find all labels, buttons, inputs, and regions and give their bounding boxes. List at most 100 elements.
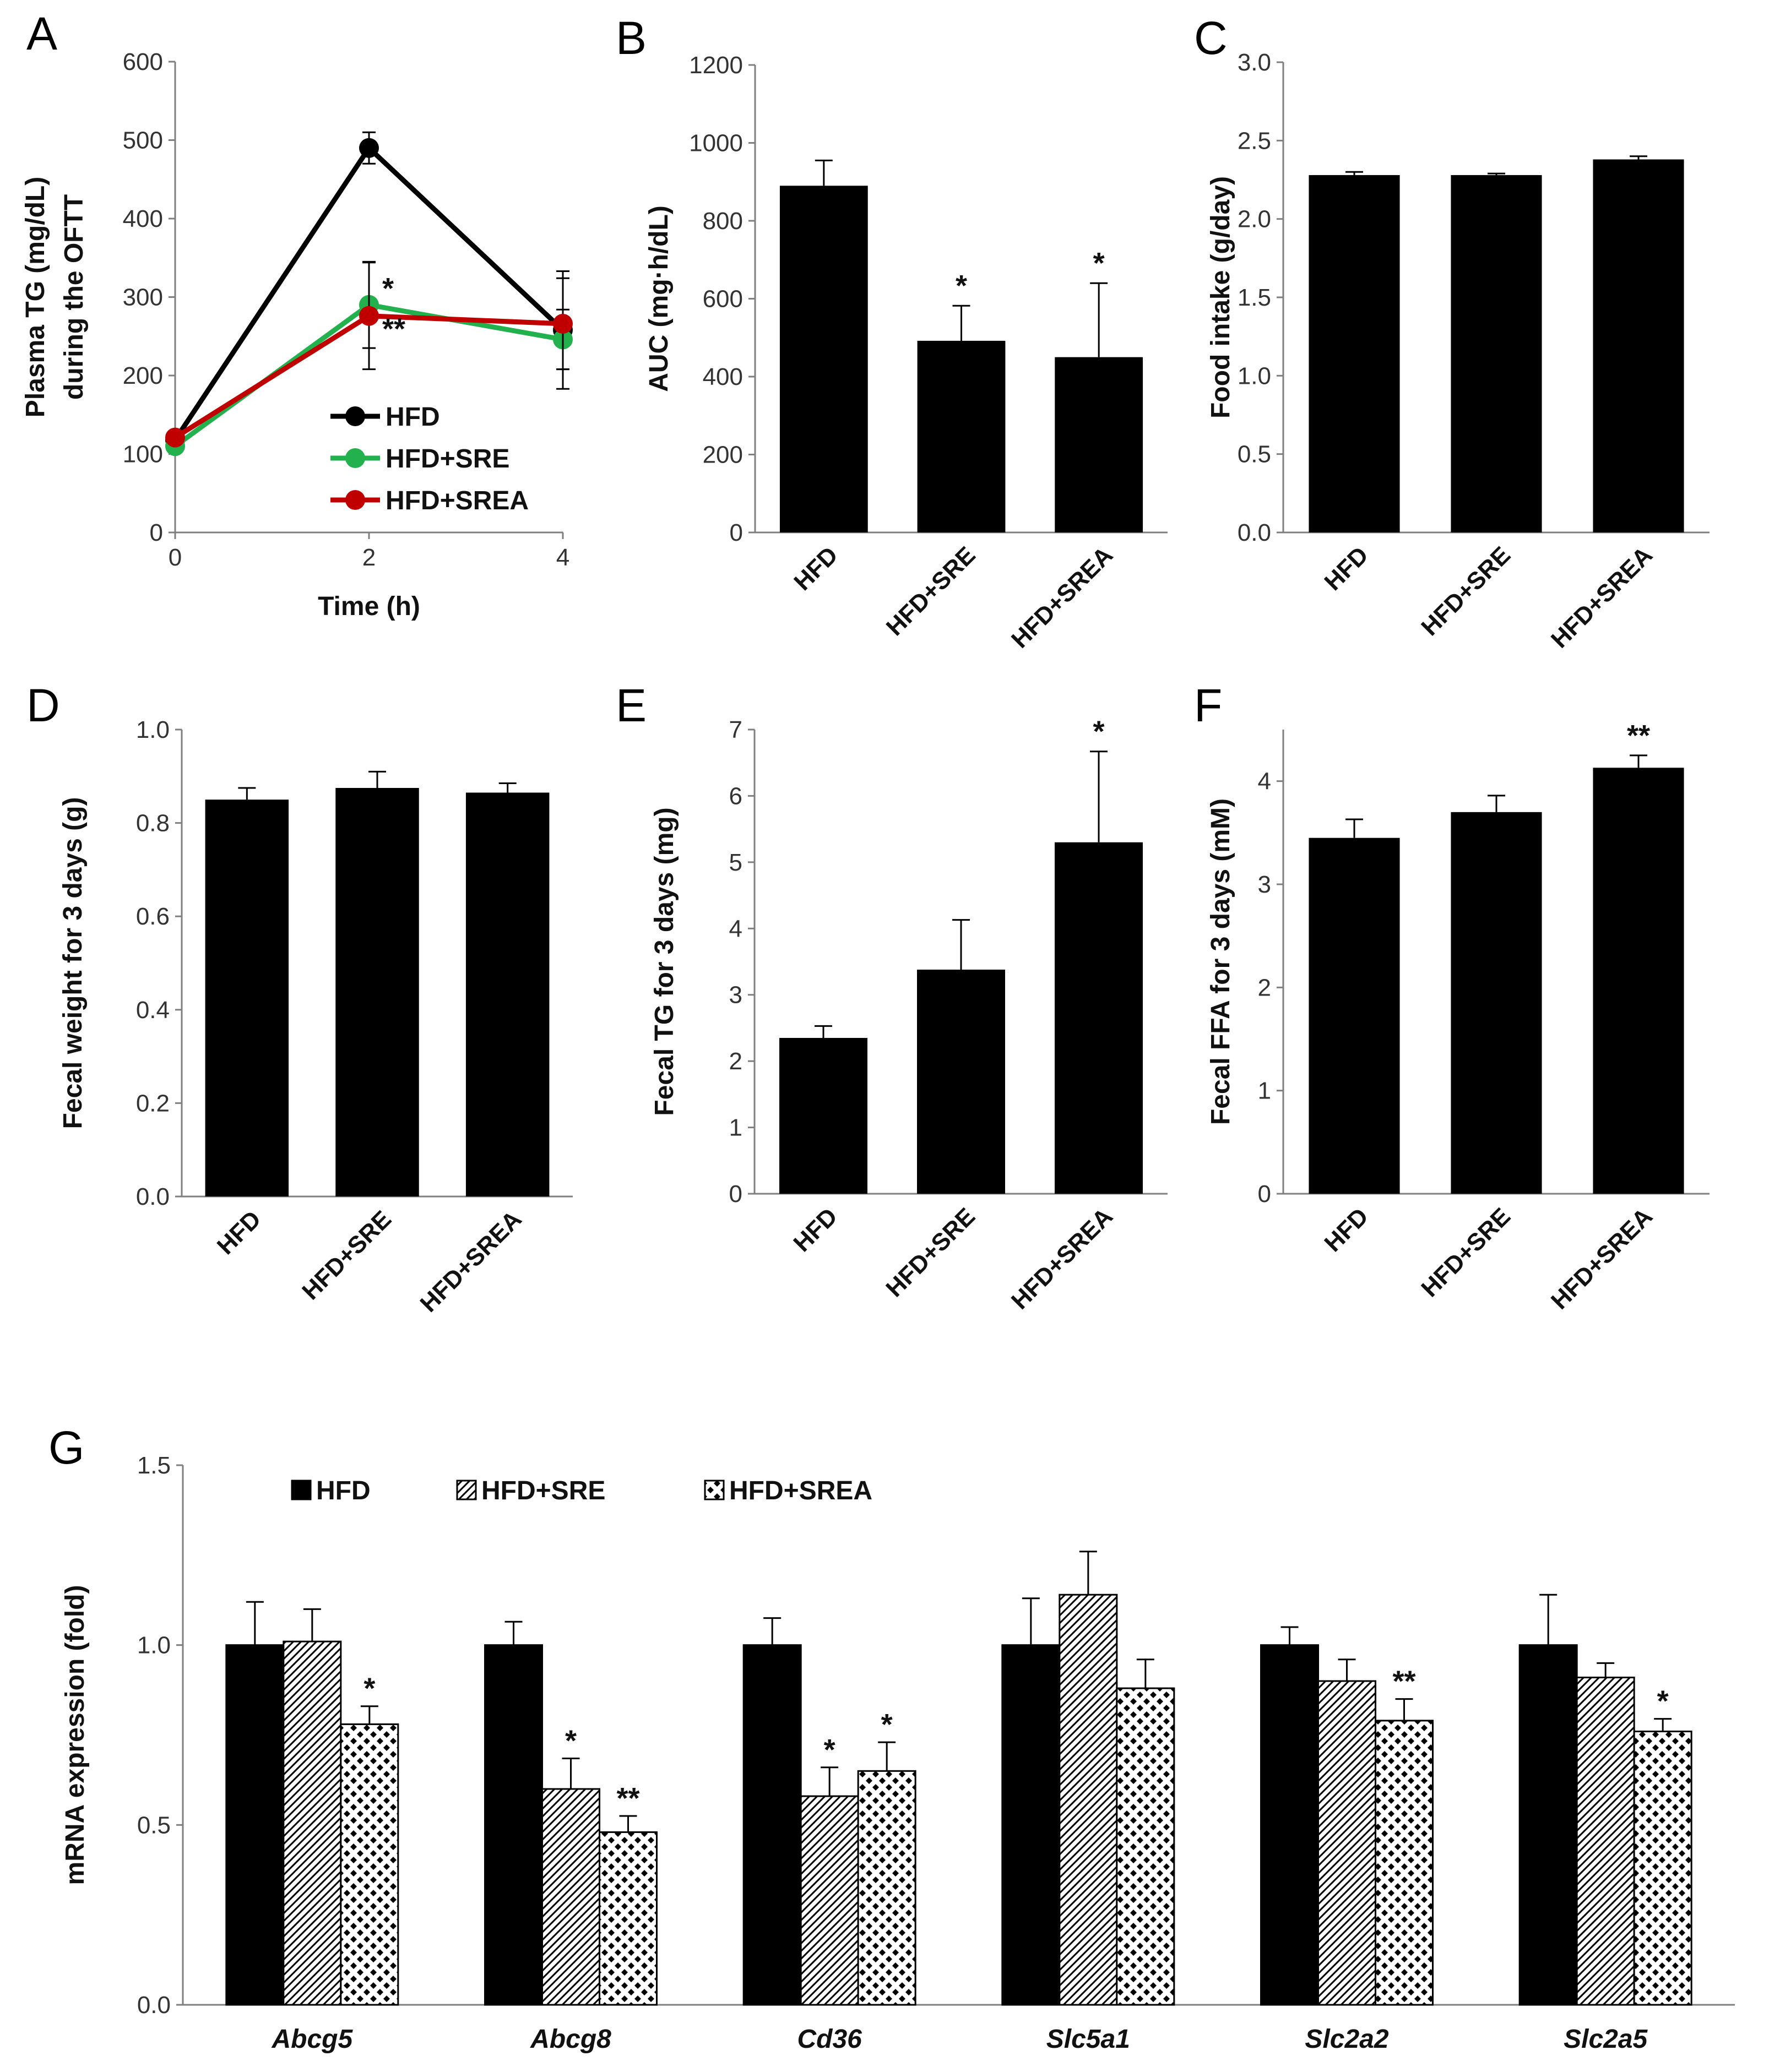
bar-E-HFD+SRE [917, 969, 1005, 1194]
y-tick-label-F: 3 [1258, 871, 1271, 898]
y-tick-label-G: 0.0 [137, 1992, 171, 2019]
x-tick-label-C-HFD+SREA: HFD+SREA [1546, 541, 1658, 653]
bar-G-Slc2a5-HFD [1518, 1644, 1578, 2006]
bar-G-Slc5a1-HFD+SREA [1116, 1687, 1175, 2006]
y-tick-label-B: 600 [703, 286, 743, 313]
y-axis-label-E: Fecal TG for 3 days (mg) [650, 807, 679, 1116]
legend-swatch-G-HFD [291, 1480, 312, 1500]
y-tick-label-B: 0 [730, 519, 743, 546]
legend-marker-A-HFD [345, 406, 365, 426]
significance-B-HFD+SREA: * [1093, 247, 1105, 280]
point-A-HFD+SREA [165, 427, 185, 448]
y-tick-label-A: 600 [123, 48, 163, 75]
y-tick-label-E: 5 [729, 849, 742, 876]
bar-G-Slc2a2-HFD [1260, 1644, 1319, 2006]
x-tick-label-D-HFD: HFD [212, 1205, 267, 1260]
legend-label-G-HFD+SREA: HFD+SREA [729, 1476, 872, 1505]
x-tick-label-G-Abcg8: Abcg8 [530, 2025, 611, 2054]
x-tick-label-B-HFD+SREA: HFD+SREA [1006, 541, 1118, 653]
x-tick-label-F-HFD: HFD [1319, 1203, 1374, 1257]
bar-G-Abcg5-HFD+SRE [283, 1640, 342, 2006]
y-tick-label-E: 0 [729, 1181, 742, 1208]
x-tick-label-E-HFD+SRE: HFD+SRE [881, 1203, 980, 1302]
significance-E-HFD+SREA: * [1093, 715, 1104, 748]
point-A-HFD [359, 138, 379, 158]
y-tick-label-E: 1 [729, 1114, 742, 1141]
x-tick-label-A: 0 [169, 544, 182, 571]
x-tick-label-A: 4 [556, 544, 569, 571]
y-tick-label-D: 0.8 [136, 810, 170, 837]
x-tick-label-G-Slc2a2: Slc2a2 [1305, 2025, 1388, 2054]
bar-E-HFD [779, 1037, 867, 1194]
panel-label-B: B [616, 12, 647, 64]
y-tick-label-B: 800 [703, 208, 743, 235]
y-tick-label-A: 500 [123, 127, 163, 154]
panel-label-C: C [1194, 12, 1228, 64]
y-tick-label-E: 7 [729, 716, 742, 743]
x-tick-label-B-HFD: HFD [789, 541, 843, 596]
significance-G-Abcg5-HFD+SREA: * [363, 1672, 375, 1705]
x-tick-label-D-HFD+SREA: HFD+SREA [415, 1205, 527, 1317]
y-tick-label-D: 0.4 [136, 997, 170, 1024]
panel-label-E: E [616, 679, 647, 731]
y-axis-label-C: Food intake (g/day) [1206, 176, 1235, 418]
x-tick-label-G-Slc5a1: Slc5a1 [1046, 2025, 1130, 2054]
x-tick-label-F-HFD+SRE: HFD+SRE [1416, 1203, 1516, 1302]
x-tick-label-C-HFD: HFD [1319, 541, 1374, 596]
bar-G-Abcg8-HFD [484, 1644, 543, 2006]
y-tick-label-G: 1.0 [137, 1632, 171, 1659]
y-tick-label-F: 4 [1258, 768, 1271, 795]
panel-label-D: D [26, 679, 60, 731]
bar-G-Slc2a5-HFD+SREA [1633, 1730, 1692, 2006]
y-tick-label-A: 0 [150, 519, 163, 546]
panel-label-G: G [48, 1422, 84, 1473]
y-tick-label-A: 300 [123, 284, 163, 311]
y-tick-label-E: 2 [729, 1048, 742, 1075]
x-tick-label-C-HFD+SRE: HFD+SRE [1416, 541, 1516, 641]
significance-G-Cd36-HFD+SREA: * [881, 1708, 893, 1741]
bar-G-Abcg8-HFD+SRE [541, 1788, 600, 2006]
significance-G-Cd36-HFD+SRE: * [824, 1733, 835, 1766]
significance-A-HFD+SRE: * [382, 272, 394, 305]
y-axis-label-2-A: during the OFTT [59, 194, 89, 400]
y-axis-label-G: mRNA expression (fold) [61, 1585, 90, 1885]
x-tick-label-E-HFD: HFD [788, 1203, 843, 1257]
y-tick-label-D: 0.0 [136, 1183, 170, 1210]
bar-C-HFD [1309, 175, 1400, 533]
bar-F-HFD+SREA [1593, 768, 1684, 1194]
y-tick-label-C: 2.5 [1238, 127, 1271, 154]
y-tick-label-D: 1.0 [136, 716, 170, 743]
bar-G-Abcg5-HFD [225, 1644, 285, 2006]
legend-marker-A-HFD+SRE [345, 448, 365, 468]
y-tick-label-D: 0.2 [136, 1090, 170, 1117]
significance-G-Slc2a5-HFD+SREA: * [1657, 1685, 1669, 1718]
x-tick-label-E-HFD+SREA: HFD+SREA [1006, 1203, 1118, 1314]
significance-G-Abcg8-HFD+SREA: ** [616, 1782, 639, 1815]
x-tick-label-D-HFD+SRE: HFD+SRE [297, 1205, 397, 1305]
y-tick-label-A: 200 [123, 362, 163, 389]
y-tick-label-C: 3.0 [1238, 49, 1271, 76]
bar-G-Slc2a5-HFD+SRE [1576, 1676, 1635, 2006]
y-tick-label-E: 6 [729, 782, 742, 809]
legend-label-A-HFD+SRE: HFD+SRE [386, 444, 509, 474]
y-tick-label-C: 1.0 [1238, 362, 1271, 389]
bar-G-Slc2a2-HFD+SREA [1375, 1720, 1434, 2006]
bar-G-Cd36-HFD+SREA [857, 1770, 916, 2006]
bar-G-Cd36-HFD [742, 1644, 802, 2006]
bar-F-HFD+SRE [1451, 812, 1542, 1194]
significance-F-HFD+SREA: ** [1627, 719, 1650, 752]
y-tick-label-C: 0.5 [1238, 441, 1271, 468]
y-axis-label-B: AUC (mg·h/dL) [644, 205, 674, 392]
legend-label-G-HFD: HFD [316, 1476, 371, 1505]
bar-G-Abcg8-HFD+SREA [599, 1831, 658, 2006]
y-tick-label-B: 400 [703, 363, 743, 390]
significance-B-HFD+SRE: * [956, 269, 967, 302]
x-tick-label-F-HFD+SREA: HFD+SREA [1546, 1203, 1658, 1314]
y-axis-label-A: Plasma TG (mg/dL) [21, 177, 50, 417]
y-tick-label-B: 1000 [689, 130, 743, 157]
bar-G-Slc5a1-HFD [1001, 1644, 1061, 2006]
y-tick-label-C: 0.0 [1238, 519, 1271, 546]
legend-marker-A-HFD+SREA [345, 490, 365, 510]
bar-G-Cd36-HFD+SRE [800, 1795, 859, 2006]
y-tick-label-C: 1.5 [1238, 284, 1271, 311]
